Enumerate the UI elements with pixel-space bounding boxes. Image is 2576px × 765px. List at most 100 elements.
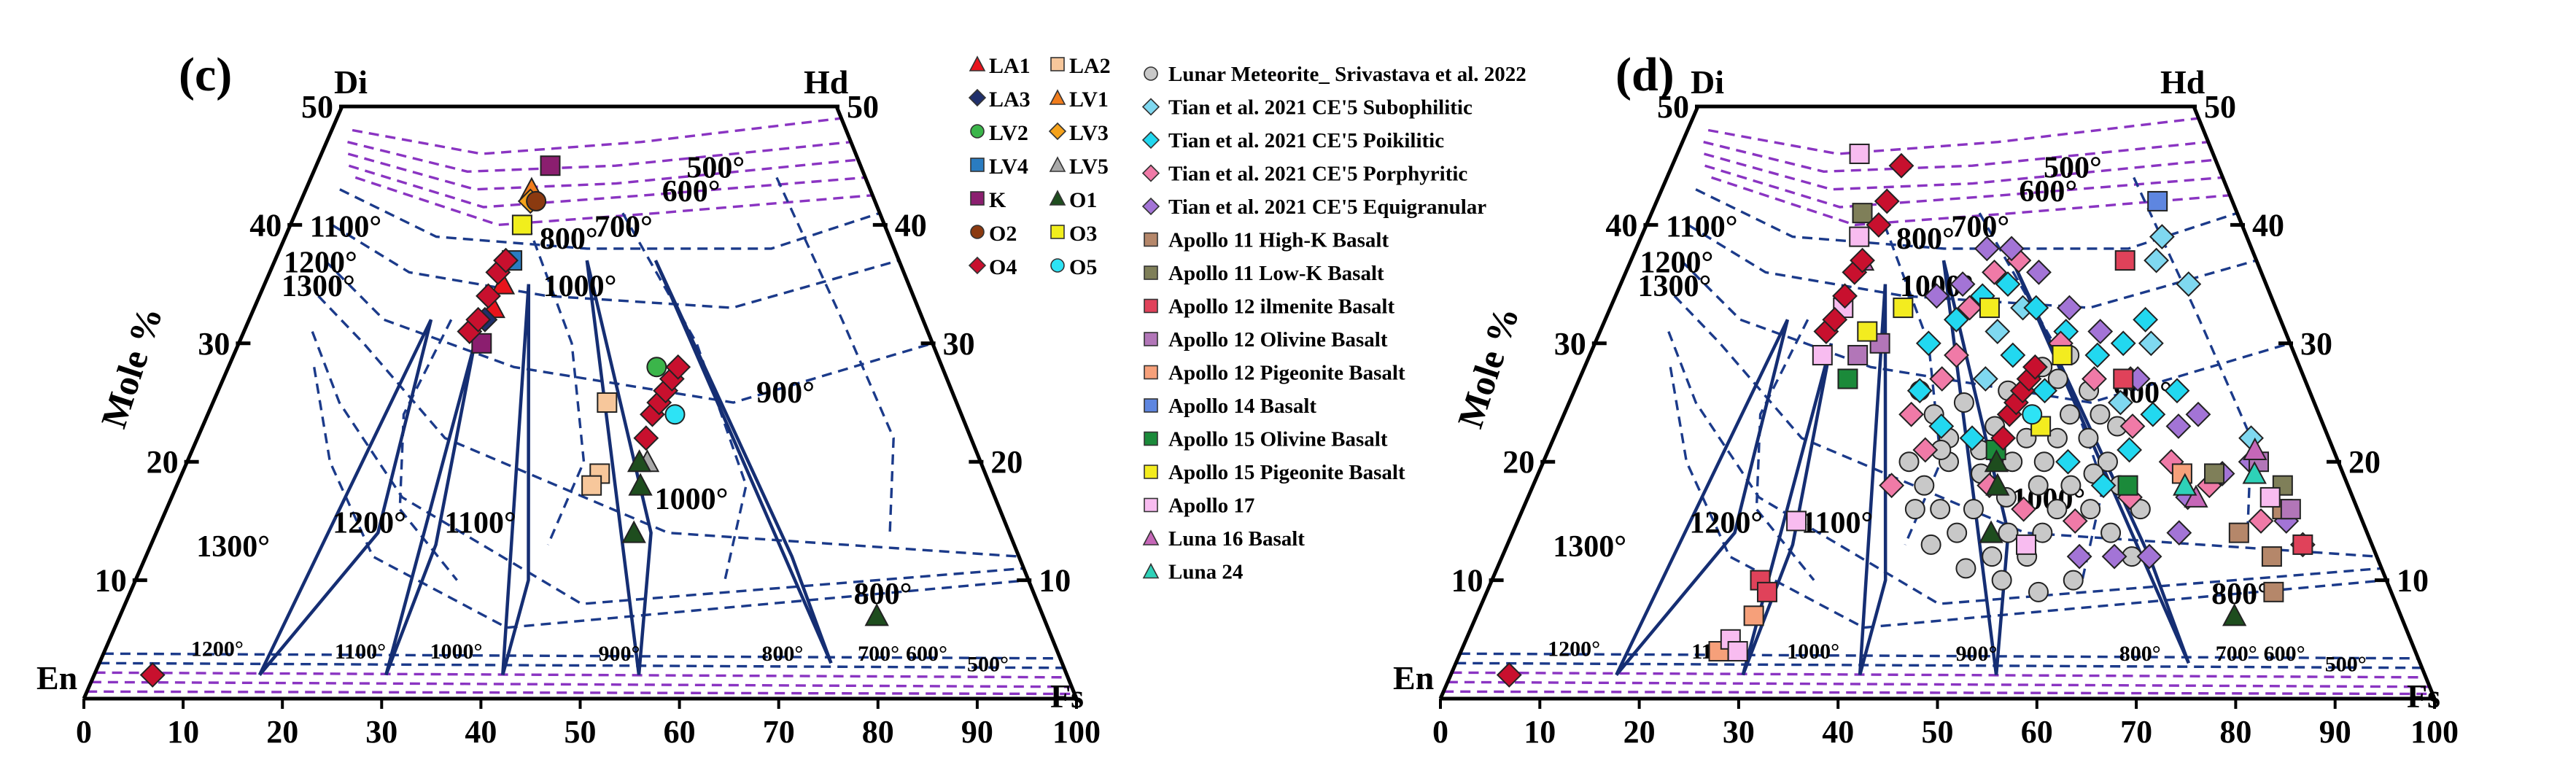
data-point xyxy=(1998,522,2019,543)
data-point xyxy=(2263,581,2284,602)
isotherm-upper-high xyxy=(313,367,1029,629)
data-point xyxy=(646,357,667,378)
data-point xyxy=(1912,437,1939,463)
legend-marker xyxy=(1050,57,1065,71)
isotherm-upper-high xyxy=(1673,295,2377,558)
x-tick-label: 40 xyxy=(465,714,497,750)
legend-label: Luna 24 xyxy=(1168,561,1243,584)
legend-marker xyxy=(1144,232,1158,247)
data-point xyxy=(2261,546,2282,567)
data-point xyxy=(2082,366,2107,392)
data-point xyxy=(2032,378,2057,404)
data-point xyxy=(2280,499,2301,520)
isotherm-upper-high xyxy=(1695,188,2238,250)
legend-label: Apollo 11 High-K Basalt xyxy=(1168,229,1389,252)
data-point xyxy=(1822,306,1848,333)
x-tick-label: 0 xyxy=(1432,714,1448,750)
data-point xyxy=(2110,330,2136,357)
data-point xyxy=(1743,605,1764,626)
isotherm-lower-purple xyxy=(1451,671,2426,679)
vertex-fs-d: Fs xyxy=(2407,677,2440,715)
data-point xyxy=(2080,499,2101,520)
isotherm-label: 500° xyxy=(2325,653,2367,677)
isotherm-label: 1100° xyxy=(335,640,386,664)
legend-marker xyxy=(1048,122,1067,141)
legend-label: O2 xyxy=(989,222,1017,246)
data-point xyxy=(1982,259,2007,285)
legend-marker xyxy=(1144,497,1158,513)
data-point xyxy=(1893,298,1914,319)
data-point xyxy=(1923,283,1950,309)
data-point xyxy=(2062,508,2088,534)
data-point xyxy=(1727,641,1748,662)
isotherm-lower-purple xyxy=(87,690,1075,696)
isotherm-upper-high xyxy=(1680,259,2291,404)
isotherm-inner xyxy=(2133,176,2253,533)
data-point xyxy=(1963,499,1984,520)
data-point xyxy=(2243,437,2267,460)
vertex-fs-c: Fs xyxy=(1050,677,1084,715)
y-tick-label-left: 30 xyxy=(1554,326,1586,362)
legend-label: Apollo 12 ilmenite Basalt xyxy=(1168,295,1394,319)
tie-line xyxy=(1858,284,1888,676)
y-tick-label-left: 20 xyxy=(1502,444,1535,480)
legend-label: LV4 xyxy=(989,155,1028,179)
legend-label: LV2 xyxy=(989,121,1028,145)
tie-line xyxy=(653,260,833,664)
legend-marker xyxy=(1049,89,1066,105)
tie-line xyxy=(501,284,531,676)
data-point xyxy=(1944,342,1969,368)
legend-marker xyxy=(1050,225,1065,239)
quadrilateral-frame-d xyxy=(1438,104,2437,701)
isotherm-label: 900° xyxy=(598,642,640,666)
y-tick-label-left: 50 xyxy=(1657,89,1689,125)
data-point xyxy=(2023,295,2049,321)
data-point xyxy=(1943,306,1969,333)
data-point xyxy=(1906,378,1933,404)
data-point xyxy=(626,449,652,473)
isotherm-label: 800° xyxy=(2119,642,2161,666)
x-tick-label: 20 xyxy=(266,714,298,750)
y-axis-title-c: Mole % xyxy=(93,302,170,433)
frame-right-edge xyxy=(834,106,1079,699)
isotherm-label: 700° xyxy=(594,211,653,244)
isotherm-upper-low xyxy=(347,141,851,174)
data-point xyxy=(2113,368,2134,389)
data-point xyxy=(2059,404,2080,425)
isotherm-upper-low xyxy=(1703,141,2208,174)
data-point xyxy=(2117,475,2138,496)
isotherm-upper-low xyxy=(1707,117,2199,155)
isotherm-label: 900° xyxy=(756,376,815,410)
data-point xyxy=(2147,190,2168,211)
data-point xyxy=(2138,330,2164,357)
data-point xyxy=(2022,404,2043,425)
isotherm-lower-navy xyxy=(1456,661,2422,669)
data-point xyxy=(2090,473,2117,499)
data-point xyxy=(1850,247,1875,273)
y-tick-label-left: 30 xyxy=(198,326,230,362)
y-tick-label-left: 40 xyxy=(249,207,282,243)
data-point xyxy=(2136,543,2162,570)
y-tick-label-left: 40 xyxy=(1605,207,1637,243)
y-tick-label-right: 50 xyxy=(2204,89,2236,125)
data-point xyxy=(2144,247,2170,273)
data-point xyxy=(2087,319,2114,344)
data-point xyxy=(2107,389,2133,416)
data-point xyxy=(1898,451,1920,473)
data-point xyxy=(2117,437,2143,463)
isotherm-upper-low xyxy=(348,164,866,209)
isotherm-upper-high xyxy=(1669,367,2387,629)
data-point xyxy=(1915,330,1941,357)
data-point xyxy=(664,404,686,425)
isotherm-label: 700° xyxy=(2216,642,2257,666)
data-point xyxy=(2090,404,2111,425)
isotherm-lower-purple xyxy=(1443,690,2433,696)
data-points-d xyxy=(1496,143,2316,688)
x-tick-label: 40 xyxy=(1822,714,1854,750)
legend-label: Apollo 14 Basalt xyxy=(1168,395,1316,418)
legend-marker xyxy=(968,256,987,275)
legend-marker xyxy=(1144,265,1158,280)
isotherm-label: 700° xyxy=(1951,211,2009,244)
data-point xyxy=(2028,581,2049,602)
